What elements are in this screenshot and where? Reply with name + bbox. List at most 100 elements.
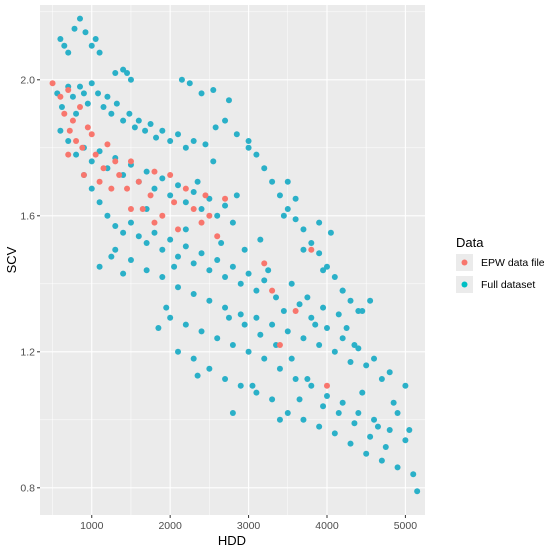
full-dataset-point [402, 382, 409, 389]
y-axis-title: SCV [4, 246, 19, 273]
full-dataset-point [80, 90, 87, 97]
x-axis-title: HDD [218, 533, 246, 548]
full-dataset-point [257, 331, 264, 338]
epw-data-file-point [65, 151, 72, 158]
epw-data-file-point [175, 226, 182, 233]
epw-data-file-point [171, 199, 178, 206]
full-dataset-point [331, 274, 338, 280]
full-dataset-point [304, 376, 311, 382]
epw-data-file-point [190, 206, 197, 212]
full-dataset-point [339, 287, 346, 294]
full-dataset-point [229, 263, 236, 270]
full-dataset-point [167, 192, 174, 199]
x-tick-label: 5000 [394, 520, 418, 532]
full-dataset-point [167, 314, 174, 321]
full-dataset-point [288, 355, 295, 362]
full-dataset-point [194, 178, 201, 185]
epw-data-file-point [276, 342, 283, 348]
x-axis-ticks: 1000 2000 3000 4000 5000 [80, 515, 417, 532]
full-dataset-point [120, 270, 127, 277]
full-dataset-point [178, 76, 185, 83]
full-dataset-point [359, 389, 366, 396]
full-dataset-point [104, 212, 111, 219]
full-dataset-point [206, 267, 213, 274]
full-dataset-point [104, 93, 111, 100]
full-dataset-point [371, 416, 378, 423]
full-dataset-point [143, 168, 150, 175]
full-dataset-point [339, 399, 346, 406]
epw-data-file-point [61, 110, 68, 117]
full-dataset-point [71, 25, 78, 32]
full-dataset-point [108, 253, 115, 260]
full-dataset-point [245, 348, 252, 355]
full-dataset-point [406, 427, 413, 433]
full-dataset-point [269, 178, 276, 185]
full-dataset-point [159, 127, 166, 134]
epw-data-file-point [182, 185, 189, 192]
epw-data-file-point [69, 117, 76, 124]
full-dataset-point [363, 450, 370, 457]
full-dataset-point [167, 236, 174, 243]
full-dataset-point [127, 257, 134, 263]
full-dataset-point [198, 328, 205, 335]
full-dataset-point [57, 127, 64, 134]
minor-gridlines [40, 5, 425, 515]
full-dataset-point [210, 87, 217, 93]
full-dataset-point [218, 240, 225, 246]
full-dataset-point [147, 121, 154, 127]
full-dataset-point [112, 70, 119, 76]
epw-data-file-point [80, 172, 87, 178]
full-dataset-point [331, 348, 338, 355]
epw-data-file-point [151, 219, 158, 226]
full-dataset-point [225, 97, 232, 104]
full-dataset-point [229, 342, 236, 348]
full-dataset-point [296, 396, 303, 403]
full-dataset-point [237, 311, 244, 318]
full-dataset-point [96, 49, 103, 56]
epw-data-file-point [108, 185, 115, 192]
full-dataset-point [65, 138, 72, 144]
full-dataset-point [253, 389, 260, 396]
full-dataset-point [257, 236, 264, 243]
full-dataset-point [126, 110, 133, 117]
full-dataset-point [253, 287, 260, 294]
epw-data-file-point [112, 158, 119, 165]
full-dataset-point [182, 144, 189, 151]
full-dataset-point [57, 36, 64, 42]
full-dataset-point [82, 29, 89, 36]
full-dataset-point [175, 182, 182, 189]
full-dataset-point [73, 151, 80, 158]
full-dataset-point [88, 185, 95, 192]
full-dataset-point [171, 263, 178, 270]
full-dataset-point [367, 433, 374, 440]
full-dataset-point [198, 250, 205, 257]
full-dataset-point [241, 246, 248, 253]
epw-data-file-point [92, 151, 99, 158]
full-dataset-point [378, 376, 385, 382]
y-tick-label: 1.6 [20, 210, 35, 222]
full-dataset-point [233, 131, 240, 138]
full-dataset-point [222, 117, 229, 124]
full-dataset-point [359, 308, 366, 314]
legend-title: Data [456, 235, 484, 250]
full-dataset-point [127, 219, 134, 226]
full-dataset-point [241, 321, 248, 328]
y-tick-label: 1.2 [20, 346, 35, 358]
full-dataset-point [229, 410, 236, 416]
epw-data-file-point [76, 104, 83, 110]
full-dataset-point [280, 308, 287, 314]
full-dataset-point [308, 314, 315, 321]
full-dataset-point [194, 372, 201, 379]
epw-data-file-point [88, 131, 95, 138]
full-dataset-point [190, 189, 197, 195]
x-tick-label: 3000 [237, 520, 261, 532]
full-dataset-point [202, 141, 209, 148]
legend-label-epw-data-file: EPW data file [481, 257, 544, 269]
epw-data-file-point [127, 206, 134, 212]
full-dataset-point [280, 212, 287, 219]
full-dataset-point [245, 270, 252, 277]
full-dataset-point [210, 158, 217, 165]
full-dataset-point [206, 365, 213, 372]
epw-data-file-point [198, 219, 205, 226]
full-dataset-point [206, 195, 213, 202]
